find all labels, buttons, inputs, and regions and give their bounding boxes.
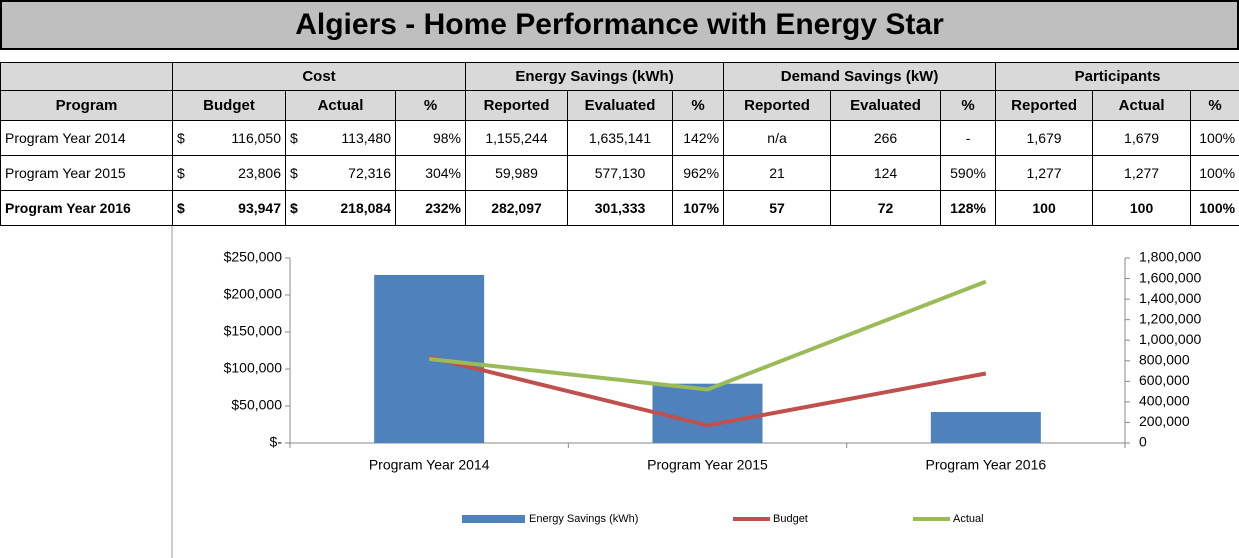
column-header-row: Program Budget Actual% Reported Evaluated% Re… <box>0 90 1239 121</box>
column-header: Actual <box>1092 90 1192 121</box>
table-cell: 128% <box>940 190 997 226</box>
column-header: Evaluated <box>830 90 942 121</box>
table-cell: 266 <box>830 120 942 156</box>
column-header: Evaluated <box>567 90 673 121</box>
table-cell: 21 <box>723 155 832 191</box>
table-cell: 218,084 <box>305 190 396 226</box>
table-cell: $ <box>285 155 306 191</box>
empty-cell <box>0 62 173 91</box>
table-cell: 100 <box>995 190 1094 226</box>
column-header: % <box>940 90 997 121</box>
y-tick-label: $250,000 <box>224 249 283 265</box>
table-cell: 116,050 <box>195 120 286 156</box>
y2-tick-label: 1,000,000 <box>1139 331 1201 347</box>
legend-swatch <box>462 515 525 523</box>
y2-tick-label: 0 <box>1139 434 1147 450</box>
table-cell: 107% <box>671 190 725 226</box>
table-cell: 304% <box>395 155 466 191</box>
table-row: Program Year 2014 $116,050 $113,480 98% 1,15… <box>0 120 1239 156</box>
column-header: % <box>1190 90 1239 121</box>
table-cell: 232% <box>395 190 466 226</box>
y-tick-label: $100,000 <box>224 360 283 376</box>
column-header: Reported <box>995 90 1094 121</box>
table-cell: 962% <box>671 155 725 191</box>
table-cell: 59,989 <box>465 155 568 191</box>
y2-tick-label: 400,000 <box>1139 393 1190 409</box>
column-header: % <box>671 90 725 121</box>
line <box>428 279 987 392</box>
table-cell: 301,333 <box>567 190 673 226</box>
column-header: Reported <box>723 90 832 121</box>
column-header: Budget <box>172 90 286 121</box>
column-header: % <box>395 90 466 121</box>
table-row: Program Year 2016 $93,947 $218,084 232% 282,… <box>0 190 1239 226</box>
bar <box>652 383 763 443</box>
legend-label: Budget <box>773 513 808 525</box>
bar <box>930 412 1041 443</box>
x-tick-label: Program Year 2016 <box>926 457 1047 473</box>
table-cell: 98% <box>395 120 466 156</box>
table-cell: 1,277 <box>995 155 1094 191</box>
column-header: Reported <box>465 90 568 121</box>
y-tick-label: $150,000 <box>224 323 283 339</box>
table-cell: $ <box>172 190 196 226</box>
y2-tick-label: 600,000 <box>1139 372 1190 388</box>
y-tick-label: $- <box>270 434 283 450</box>
table-cell: 100 <box>1092 190 1192 226</box>
table-cell: $ <box>172 155 196 191</box>
table-cell: 72,316 <box>305 155 396 191</box>
table-cell: 1,679 <box>1092 120 1192 156</box>
table-cell: 93,947 <box>195 190 286 226</box>
group-header: Cost <box>172 62 466 91</box>
table-cell: 100% <box>1190 120 1239 156</box>
table-cell: 72 <box>830 190 942 226</box>
table-cell: - <box>940 120 997 156</box>
group-header: Participants <box>995 62 1239 91</box>
table-cell: 124 <box>830 155 942 191</box>
table-cell: 142% <box>671 120 725 156</box>
y-tick-label: $200,000 <box>224 286 283 302</box>
table-cell: 1,679 <box>995 120 1094 156</box>
table-cell: n/a <box>723 120 832 156</box>
x-tick-label: Program Year 2015 <box>647 457 768 473</box>
table-cell: 1,155,244 <box>465 120 568 156</box>
table-cell: 590% <box>940 155 997 191</box>
x-tick-label: Program Year 2014 <box>369 457 490 473</box>
legend-label: Energy Savings (kWh) <box>529 513 638 525</box>
table-cell: $ <box>285 190 306 226</box>
group-header-row: Cost Energy Savings (kWh) Demand Savings (… <box>0 62 1239 91</box>
column-header: Actual <box>285 90 396 121</box>
table-cell: $ <box>172 120 196 156</box>
table: Cost Energy Savings (kWh) Demand Savings (… <box>0 62 1239 226</box>
column-header: Program <box>0 90 173 121</box>
y2-tick-label: 1,200,000 <box>1139 310 1201 326</box>
y2-tick-label: 200,000 <box>1139 413 1190 429</box>
table-cell: 282,097 <box>465 190 568 226</box>
y2-tick-label: 1,800,000 <box>1139 249 1201 265</box>
table-row: Program Year 2015 $23,806 $72,316 304% 59,98… <box>0 155 1239 191</box>
table-cell: Program Year 2014 <box>0 120 173 156</box>
table-cell: $ <box>285 120 306 156</box>
table-cell: 100% <box>1190 155 1239 191</box>
title: Algiers - Home Performance with Energy S… <box>0 0 1239 50</box>
y2-tick-label: 1,400,000 <box>1139 290 1201 306</box>
group-header: Energy Savings (kWh) <box>464 62 725 91</box>
table-cell: 100% <box>1190 190 1239 226</box>
legend-label: Actual <box>953 513 984 525</box>
group-header: Demand Savings (kW) <box>723 62 997 91</box>
table-cell: Program Year 2015 <box>0 155 173 191</box>
y2-tick-label: 1,600,000 <box>1139 269 1201 285</box>
table-cell: 577,130 <box>567 155 673 191</box>
y2-tick-label: 800,000 <box>1139 351 1190 367</box>
table-cell: 113,480 <box>305 120 396 156</box>
table-cell: 57 <box>723 190 832 226</box>
y-tick-label: $50,000 <box>231 397 282 413</box>
table-cell: 1,635,141 <box>567 120 673 156</box>
line <box>428 355 987 428</box>
table-cell: 23,806 <box>195 155 286 191</box>
table-cell: 1,277 <box>1092 155 1192 191</box>
table-cell: Program Year 2016 <box>0 190 173 226</box>
